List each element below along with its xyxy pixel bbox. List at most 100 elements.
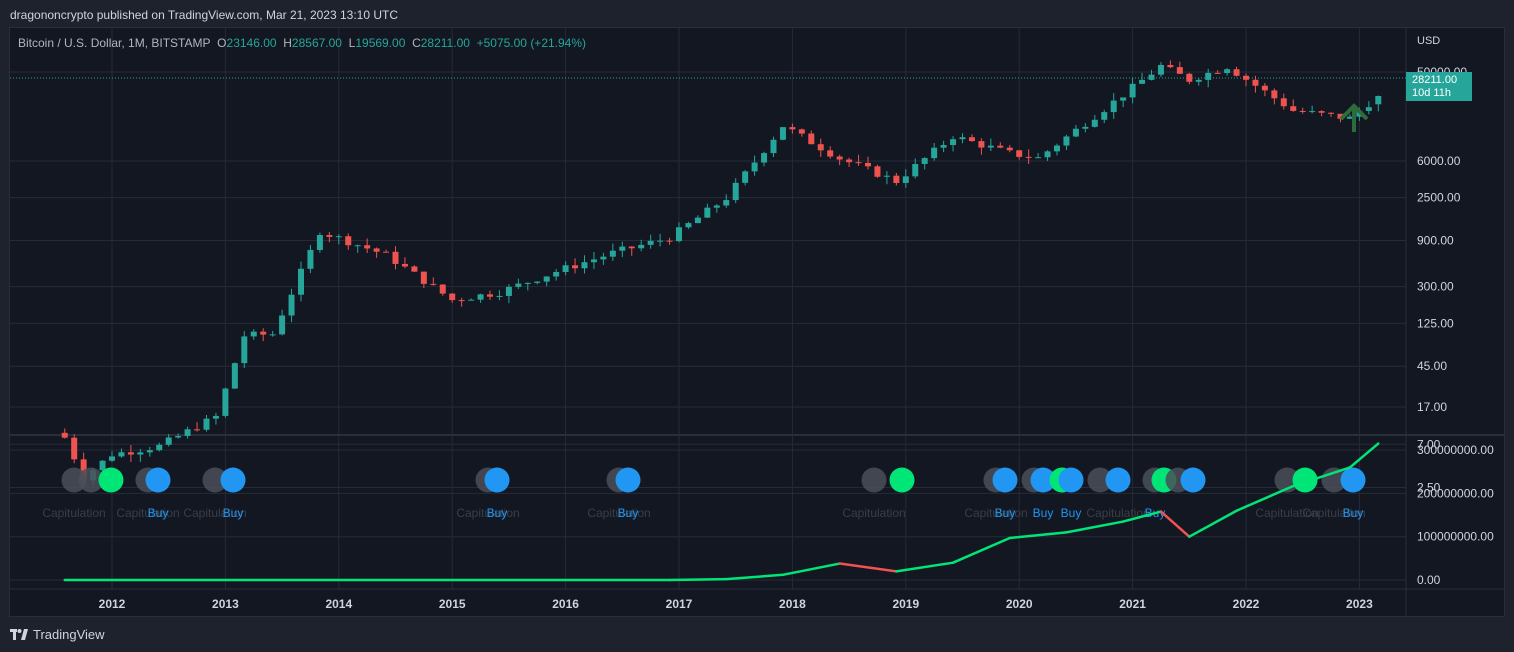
candlestick-series — [61, 60, 1382, 487]
signal-dot-icon — [1030, 467, 1056, 493]
indicator-segment — [725, 573, 785, 581]
signal-dot-icon — [98, 467, 124, 493]
signal-dot-icon — [992, 467, 1018, 493]
candle-body — [732, 182, 739, 201]
last-price: 28211.00 — [1412, 74, 1458, 86]
up-arrow-icon — [1339, 103, 1369, 132]
y-tick-label: 100000000.00 — [1417, 530, 1494, 544]
x-tick-label: 2020 — [1006, 597, 1033, 611]
capitulation-signal-label: Capitulation — [842, 506, 905, 520]
candle-body — [1091, 119, 1098, 127]
candle-body — [789, 127, 796, 130]
candle-body — [146, 450, 153, 453]
x-tick-label: 2023 — [1346, 597, 1373, 611]
candle-body — [590, 259, 597, 263]
candle-body — [288, 294, 295, 316]
candle-body — [883, 175, 890, 177]
candle-body — [1252, 79, 1259, 86]
candle-body — [619, 246, 626, 251]
candle-body — [383, 251, 390, 253]
candle-body — [742, 171, 749, 183]
x-tick-label: 2019 — [892, 597, 919, 611]
candle-body — [978, 141, 985, 148]
candle-body — [808, 133, 815, 145]
publisher-line: dragononcrypto published on TradingView.… — [10, 8, 399, 22]
candle-body — [1072, 128, 1079, 137]
signal-dot-icon — [861, 467, 887, 493]
candle-body — [1186, 73, 1193, 82]
candle-body — [1299, 110, 1306, 112]
capitulation-signal-label: Capitulation — [587, 506, 650, 520]
candle-body — [921, 158, 928, 164]
candle-body — [1157, 64, 1164, 75]
candle-body — [798, 129, 805, 134]
candle-body — [723, 200, 730, 206]
x-tick-label: 2021 — [1119, 597, 1146, 611]
candle-body — [222, 388, 229, 416]
candle-body — [1365, 107, 1372, 111]
candle-body — [1233, 69, 1240, 76]
signal-dot-icon — [484, 467, 510, 493]
candle-body — [109, 456, 115, 461]
candle-body — [940, 145, 947, 148]
candle-body — [1280, 98, 1287, 107]
capitulation-signal-label: Capitulation — [116, 506, 179, 520]
signal-dot-icon — [145, 467, 171, 493]
signal-dot-icon — [220, 467, 246, 493]
candle-body — [269, 334, 276, 336]
candle-body — [411, 266, 418, 272]
signal-dot-icon — [1087, 467, 1113, 493]
candle-body — [1044, 151, 1051, 158]
buy-signal-label: Buy — [1343, 506, 1364, 520]
candle-body — [184, 429, 191, 436]
candle-body — [1205, 72, 1212, 80]
candle-body — [534, 281, 541, 283]
candle-body — [298, 268, 304, 295]
y-tick-label: 300.00 — [1417, 280, 1454, 294]
candle-body — [364, 245, 371, 249]
capitulation-signal-label: Capitulation — [964, 506, 1027, 520]
candle-body — [1025, 156, 1032, 158]
candle-body — [704, 207, 711, 218]
candle-body — [931, 147, 938, 159]
candle-body — [373, 248, 380, 252]
candle-body — [676, 227, 682, 242]
candle-body — [1139, 79, 1146, 84]
candle-body — [524, 282, 531, 284]
candle-body — [156, 444, 163, 451]
candle-body — [496, 295, 503, 297]
chart-frame[interactable] — [9, 27, 1505, 617]
candle-body — [515, 283, 522, 287]
candle-body — [430, 283, 437, 285]
buy-signal-label: Buy — [995, 506, 1016, 520]
candle-body — [1243, 75, 1249, 80]
indicator-segment — [668, 577, 728, 582]
grid-lines — [10, 28, 1406, 589]
candle-body — [893, 175, 900, 183]
candle-body — [194, 429, 201, 431]
x-tick-label: 2017 — [666, 597, 693, 611]
candle-body — [127, 452, 134, 455]
candle-body — [1006, 147, 1013, 151]
tradingview-logo[interactable]: TradingView — [10, 627, 105, 642]
pane-dividers — [10, 28, 1504, 616]
candle-body — [1176, 67, 1183, 74]
candle-body — [354, 245, 361, 247]
candle-body — [1110, 100, 1117, 113]
indicator-segment — [1348, 442, 1380, 469]
candle-body — [666, 240, 673, 242]
indicator-segment — [838, 562, 898, 573]
candle-body — [1337, 113, 1344, 119]
candle-body — [609, 250, 616, 257]
x-tick-label: 2022 — [1233, 597, 1260, 611]
signal-dot-icon — [889, 467, 915, 493]
buy-signal-label: Buy — [223, 506, 244, 520]
capitulation-signal-label: Capitulation — [42, 506, 105, 520]
candle-body — [950, 139, 957, 146]
candle-body — [779, 127, 786, 140]
candle-body — [647, 240, 654, 245]
candle-body — [713, 205, 720, 208]
signal-dot-icon — [1058, 467, 1084, 493]
y-tick-label: 2.50 — [1417, 480, 1441, 494]
